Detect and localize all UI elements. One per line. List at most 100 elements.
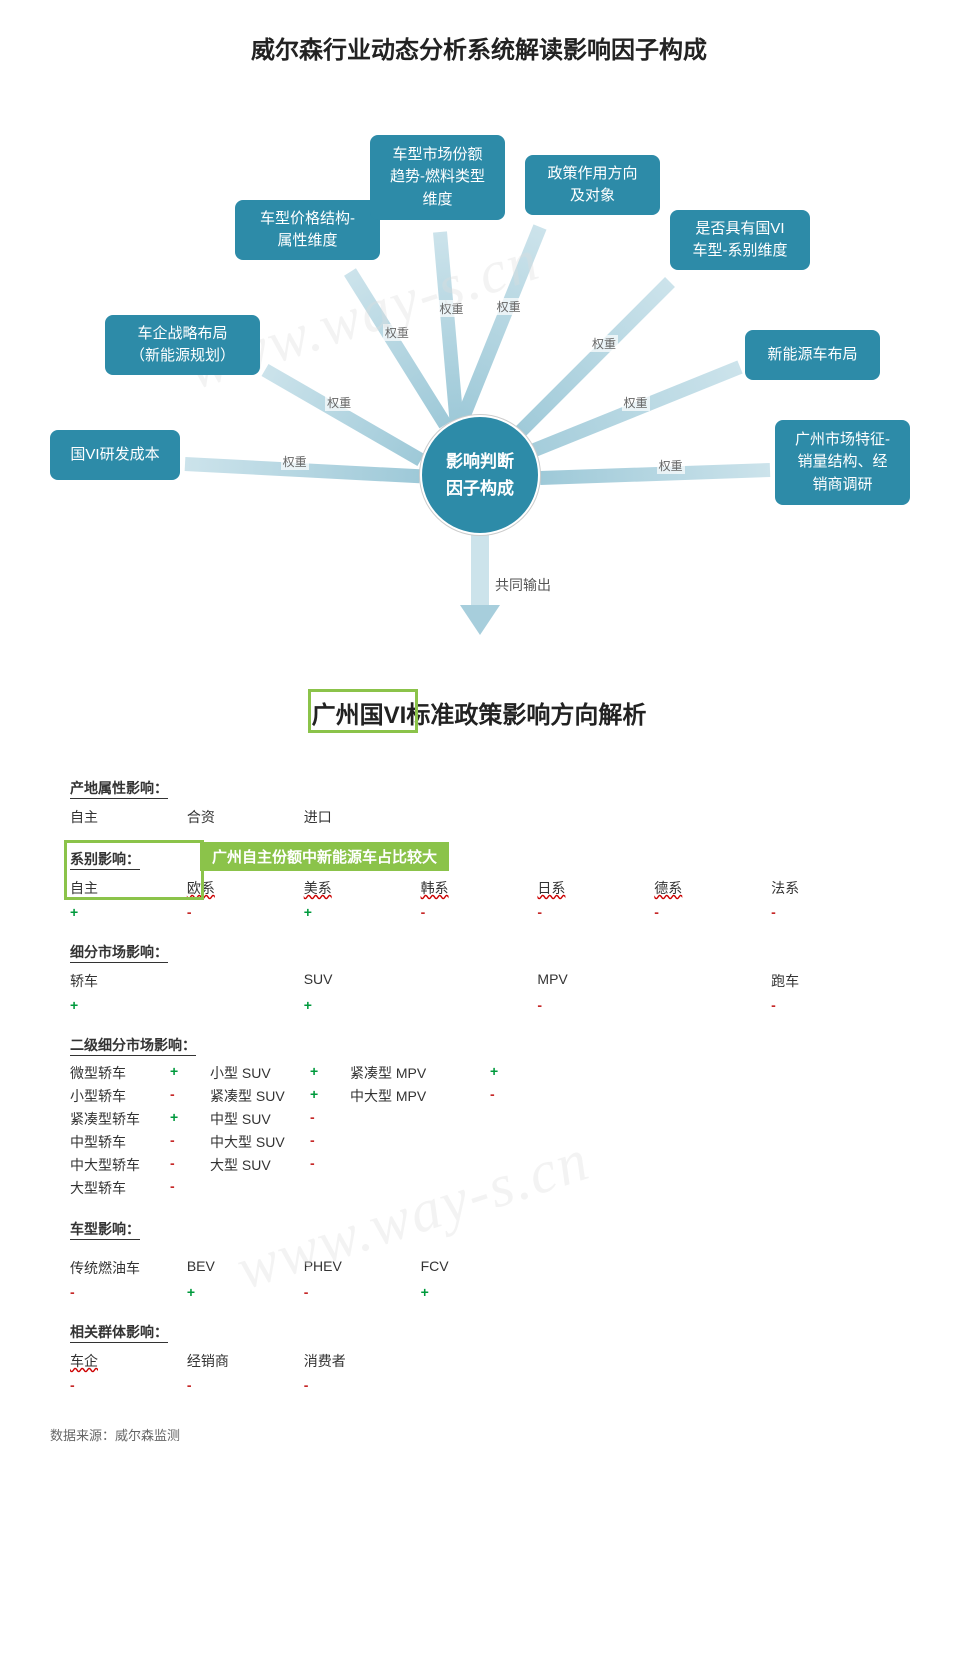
table-cell [654,995,771,1015]
table-cell: - [771,902,888,922]
table-cell [421,805,538,829]
table-cell: 传统燃油车 [70,1256,187,1280]
sub-table-cell [350,1132,490,1152]
table-row: 车企经销商消费者 [70,1349,888,1373]
table-cell [771,1375,888,1395]
table-cell [654,969,771,993]
category-header: 车型影响： [70,1219,140,1240]
table-cell: + [187,1282,304,1302]
sub-table-cell: 紧凑型 MPV [350,1063,490,1083]
sub-table-cell: 中大型轿车 [70,1155,170,1175]
table-cell: 自主 [70,876,187,900]
sub-table-row: 大型轿车- [70,1178,888,1198]
sub-table-cell: - [170,1086,210,1106]
sub-table-cell [490,1178,530,1198]
factor-diagram: 权重权重权重权重权重权重权重权重国VI研发成本车企战略布局（新能源规划）车型价格… [50,105,910,665]
sub-table-cell [350,1178,490,1198]
weight-label: 权重 [622,394,650,411]
sub-table-cell: 紧凑型轿车 [70,1109,170,1129]
policy-impact-table: 广州自主份额中新能源车占比较大产地属性影响：自主合资进口系别影响：自主欧系美系韩… [70,760,888,1395]
table-cell [654,1349,771,1373]
sub-table-row: 微型轿车+小型 SUV+紧凑型 MPV+ [70,1063,888,1083]
table-cell: 法系 [771,876,888,900]
sub-table-cell [490,1132,530,1152]
connector [433,231,464,421]
sub-table-row: 中型轿车-中大型 SUV- [70,1132,888,1152]
factor-node: 政策作用方向及对象 [525,155,660,215]
data-source: 数据来源：威尔森监测 [50,1425,908,1444]
table-cell [421,969,538,993]
table-cell [654,1282,771,1302]
sub-table-cell: - [170,1132,210,1152]
sub-table-cell: + [310,1063,350,1083]
weight-label: 权重 [437,300,465,317]
sub-table-cell: - [490,1086,530,1106]
table-cell [537,1282,654,1302]
table-cell: 韩系 [421,876,538,900]
sub-table-cell: 微型轿车 [70,1063,170,1083]
table-cell: FCV [421,1256,538,1280]
table-cell: 跑车 [771,969,888,993]
connector [540,463,770,485]
table-cell: PHEV [304,1256,421,1280]
factor-node: 是否具有国VI车型-系别维度 [670,210,810,270]
sub-table-row: 中大型轿车-大型 SUV- [70,1155,888,1175]
main-title: 威尔森行业动态分析系统解读影响因子构成 [50,30,908,65]
table-cell: + [421,1282,538,1302]
sub-table-cell: + [310,1086,350,1106]
table-cell: + [70,995,187,1015]
weight-label: 权重 [495,298,523,315]
table-cell: MPV [537,969,654,993]
weight-label: 权重 [325,394,353,411]
sub-table-cell [350,1155,490,1175]
sub-table-cell: + [170,1063,210,1083]
sub-table-cell [350,1109,490,1129]
category-header: 二级细分市场影响： [70,1035,196,1056]
sub-table-cell [310,1178,350,1198]
table-row: ++-- [70,995,888,1015]
table-cell: BEV [187,1256,304,1280]
weight-label: 权重 [657,457,685,474]
sub-table-row: 小型轿车-紧凑型 SUV+中大型 MPV- [70,1086,888,1106]
table-cell: + [304,902,421,922]
table-cell: - [421,902,538,922]
sub-table-cell: - [310,1155,350,1175]
table-cell: - [537,995,654,1015]
sub-table-cell [210,1178,310,1198]
category-header: 相关群体影响： [70,1322,168,1343]
table-cell: 日系 [537,876,654,900]
weight-label: 权重 [590,335,618,352]
table-cell [771,1282,888,1302]
table-cell [654,1375,771,1395]
highlight-banner: 广州自主份额中新能源车占比较大 [200,842,449,871]
table-cell: - [187,902,304,922]
center-node: 影响判断因子构成 [420,415,540,535]
connector [262,364,425,466]
table-cell [537,805,654,829]
factor-node: 车型市场份额趋势-燃料类型维度 [370,135,505,220]
sub-table-cell [490,1109,530,1129]
factor-node: 车企战略布局（新能源规划） [105,315,260,375]
category-header: 产地属性影响： [70,778,168,799]
table-cell: 轿车 [70,969,187,993]
table-cell: SUV [304,969,421,993]
table-cell: 进口 [304,805,421,829]
table-cell [771,1349,888,1373]
table-cell [421,1375,538,1395]
sub-table-cell: - [170,1178,210,1198]
sub-table-cell: 小型轿车 [70,1086,170,1106]
connector [344,268,451,428]
table-row: 自主合资进口 [70,805,888,829]
table-row: 轿车 SUV MPV 跑车 [70,969,888,993]
table-cell [537,1349,654,1373]
sub-table-cell: 中型 SUV [210,1109,310,1129]
table-cell: 美系 [304,876,421,900]
factor-node: 广州市场特征-销量结构、经销商调研 [775,420,910,505]
table-cell [187,969,304,993]
table-cell: - [70,1282,187,1302]
table-row: +-+---- [70,902,888,922]
table-cell [537,1375,654,1395]
table-row: 自主欧系美系韩系日系德系法系 [70,876,888,900]
output-arrow [460,605,500,635]
sub-table-cell: 紧凑型 SUV [210,1086,310,1106]
